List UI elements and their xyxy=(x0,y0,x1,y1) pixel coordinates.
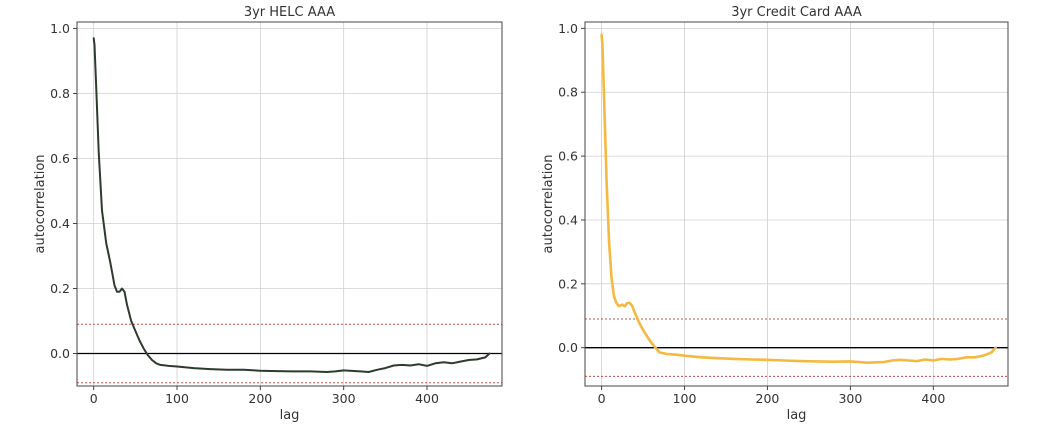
x-tick-label: 100 xyxy=(673,391,697,406)
y-tick-label: 1.0 xyxy=(50,21,70,36)
autocorrelation-series-line xyxy=(600,33,997,365)
x-axis-label: lag xyxy=(280,408,300,423)
y-tick-label: 0.6 xyxy=(558,149,578,164)
chart-panel-credit-card: 0 100 200 300 400 0.0 0.2 0.4 0.6 0.8 1.0 3yr Credi… xyxy=(541,5,1009,423)
x-axis-label: lag xyxy=(787,408,807,423)
x-tick-label: 0 xyxy=(598,391,606,406)
chart-panel-helc: 0 100 200 300 400 0.0 0.2 0.4 0.6 0.8 1.0 3yr HELC … xyxy=(33,5,503,423)
x-tick-label: 300 xyxy=(838,391,862,406)
y-tick-label: 0.8 xyxy=(50,86,70,101)
y-tick-label: 0.0 xyxy=(558,340,578,355)
y-tick-label: 1.0 xyxy=(558,21,578,36)
x-tick-label: 200 xyxy=(756,391,780,406)
y-tick-label: 0.8 xyxy=(558,85,578,100)
chart-title: 3yr Credit Card AAA xyxy=(731,5,862,20)
y-tick-label: 0.2 xyxy=(50,281,70,296)
x-tick-label: 200 xyxy=(248,391,272,406)
plot-frame xyxy=(76,21,503,387)
autocorrelation-series-line xyxy=(92,37,491,373)
plot-frame xyxy=(584,21,1009,387)
x-tick-label: 0 xyxy=(90,391,98,406)
x-tick-label: 400 xyxy=(921,391,945,406)
y-tick-label: 0.6 xyxy=(50,151,70,166)
y-tick-label: 0.0 xyxy=(50,346,70,361)
y-axis-label: autocorrelation xyxy=(33,154,48,253)
y-axis-label: autocorrelation xyxy=(541,154,556,253)
x-tick-label: 300 xyxy=(332,391,356,406)
x-tick-label: 100 xyxy=(165,391,189,406)
chart-title: 3yr HELC AAA xyxy=(244,5,335,20)
y-tick-label: 0.2 xyxy=(558,276,578,291)
x-tick-label: 400 xyxy=(415,391,439,406)
y-tick-label: 0.4 xyxy=(558,212,578,227)
y-tick-label: 0.4 xyxy=(50,216,70,231)
